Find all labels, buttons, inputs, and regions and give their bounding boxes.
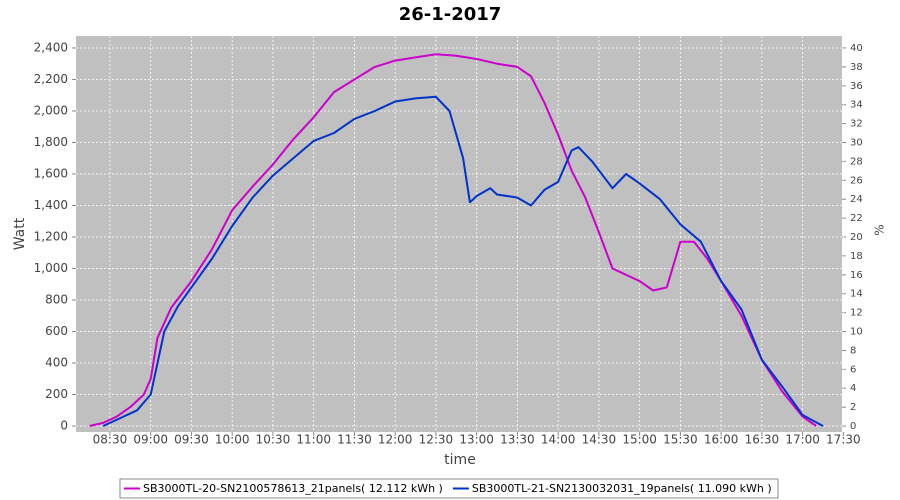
- y2-tick-label: 36: [850, 81, 863, 92]
- chart-title: 26-1-2017: [399, 4, 502, 25]
- series-line: [89, 53, 817, 427]
- x-tick-label: 13:00: [459, 433, 494, 447]
- y2-tick-label: 38: [850, 62, 863, 73]
- x-tick-label: 16:00: [704, 433, 739, 447]
- y2-tick-label: 30: [850, 138, 863, 149]
- y2-tick-label: 2: [850, 402, 856, 413]
- y2-tick-label: 20: [850, 232, 863, 243]
- y2-tick-label: 26: [850, 175, 863, 186]
- y2-tick-label: 40: [850, 43, 863, 54]
- x-tick-label: 11:00: [296, 433, 331, 447]
- y-tick-label: 2,000: [34, 103, 68, 117]
- x-tick-label: 16:30: [745, 433, 780, 447]
- x-tick-label: 09:00: [133, 433, 168, 447]
- y2-tick-label: 22: [850, 213, 863, 224]
- y2-tick-label: 10: [850, 327, 863, 338]
- y2-tick-label: 8: [850, 345, 856, 356]
- y-tick-label: 800: [45, 293, 68, 307]
- y-tick-label: 1,000: [34, 261, 68, 275]
- y2-tick-label: 18: [850, 251, 863, 262]
- y-tick-label: 1,200: [34, 229, 68, 243]
- x-tick-label: 14:00: [541, 433, 576, 447]
- y-tick-label: 200: [45, 387, 68, 401]
- y-tick-label: 1,600: [34, 166, 68, 180]
- y2-tick-label: 14: [850, 289, 863, 300]
- x-tick-label: 08:30: [93, 433, 128, 447]
- y-tick-label: 0: [60, 419, 68, 433]
- y2-tick-label: 24: [850, 194, 863, 205]
- y2-tick-label: 28: [850, 156, 863, 167]
- x-tick-label: 12:00: [378, 433, 413, 447]
- y2-tick-label: 4: [850, 383, 856, 394]
- legend: [119, 478, 779, 499]
- x-tick-label: 15:00: [622, 433, 657, 447]
- y-tick-label: 2,200: [34, 72, 68, 86]
- y-tick-label: 1,400: [34, 198, 68, 212]
- y2-tick-label: 0: [850, 421, 856, 432]
- y-tick-label: 600: [45, 324, 68, 338]
- y-tick-label: 2,400: [34, 40, 68, 54]
- x-tick-label: 15:30: [663, 433, 698, 447]
- x-tick-label: 10:00: [215, 433, 250, 447]
- x-tick-label: 12:30: [419, 433, 454, 447]
- x-tick-label: 11:30: [337, 433, 372, 447]
- x-tick-label: 17:30: [826, 433, 861, 447]
- legend-label: SB3000TL-20-SN2100578613_21panels( 12.11…: [143, 482, 443, 495]
- x-tick-label: 13:30: [500, 433, 535, 447]
- y2-tick-label: 6: [850, 364, 856, 375]
- legend-label: SB3000TL-21-SN2130032031_19panels( 11.09…: [472, 482, 772, 495]
- series-line: [102, 95, 824, 427]
- x-tick-label: 10:30: [256, 433, 291, 447]
- x-tick-label: 09:30: [174, 433, 209, 447]
- y2-tick-label: 34: [850, 100, 863, 111]
- y2-axis-label: %: [873, 224, 887, 235]
- plot-area: [76, 36, 842, 432]
- x-tick-label: 14:30: [582, 433, 617, 447]
- y-tick-label: 1,800: [34, 135, 68, 149]
- y-axis-label: Watt: [12, 217, 28, 250]
- y-tick-label: 400: [45, 356, 68, 370]
- y2-tick-label: 12: [850, 308, 863, 319]
- x-axis-label: time: [444, 452, 476, 468]
- y2-tick-label: 16: [850, 270, 863, 281]
- x-tick-label: 17:00: [785, 433, 820, 447]
- y2-tick-label: 32: [850, 119, 863, 130]
